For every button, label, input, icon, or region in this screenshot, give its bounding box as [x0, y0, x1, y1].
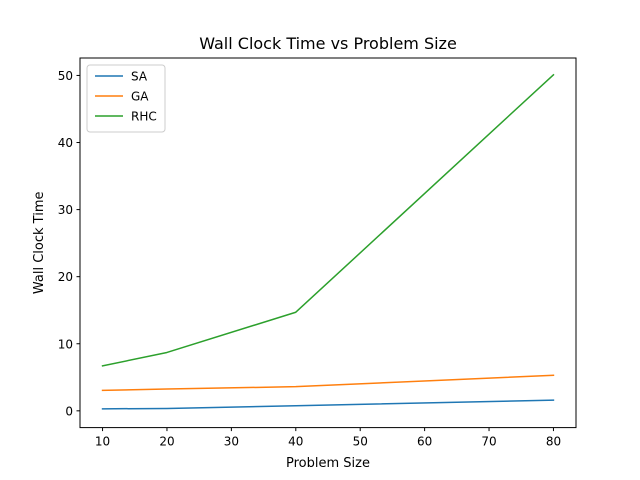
- legend-label-sa: SA: [131, 70, 148, 84]
- x-tick-label: 70: [481, 435, 496, 449]
- x-tick-label: 40: [288, 435, 303, 449]
- chart-title: Wall Clock Time vs Problem Size: [199, 34, 457, 53]
- y-axis: 0 10 20 30 40 50: [58, 69, 80, 418]
- y-tick-label: 50: [58, 69, 73, 83]
- legend-label-rhc: RHC: [131, 110, 157, 124]
- x-tick-label: 10: [95, 435, 110, 449]
- x-tick-label: 80: [546, 435, 561, 449]
- legend-label-ga: GA: [131, 90, 149, 104]
- plot-area: [79, 57, 577, 429]
- x-tick-label: 30: [224, 435, 239, 449]
- x-tick-label: 20: [159, 435, 174, 449]
- y-tick-label: 20: [58, 270, 73, 284]
- series-line-ga: [101, 374, 555, 392]
- series-line-rhc: [101, 73, 555, 367]
- x-axis: 10 20 30 40 50 60 70 80: [95, 427, 561, 449]
- x-tick-label: 50: [353, 435, 368, 449]
- y-tick-label: 40: [58, 136, 73, 150]
- y-tick-label: 30: [58, 203, 73, 217]
- series-layer: [101, 73, 555, 410]
- y-axis-label: Wall Clock Time: [32, 191, 47, 294]
- axes-frame: [79, 57, 577, 429]
- series-line-sa: [101, 399, 555, 410]
- y-tick-label: 0: [65, 404, 73, 418]
- legend: SA GA RHC: [86, 64, 166, 133]
- y-tick-label: 10: [58, 337, 73, 351]
- x-tick-label: 60: [417, 435, 432, 449]
- x-axis-label: Problem Size: [286, 456, 370, 471]
